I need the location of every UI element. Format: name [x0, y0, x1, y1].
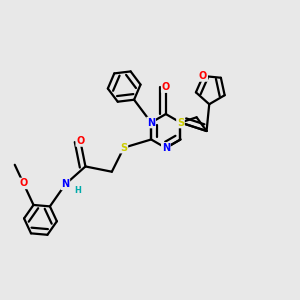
Text: H: H — [74, 185, 81, 194]
Text: S: S — [120, 143, 128, 153]
Text: O: O — [19, 178, 28, 188]
Text: S: S — [177, 118, 184, 128]
Text: N: N — [147, 118, 155, 128]
Text: N: N — [162, 143, 170, 153]
Text: N: N — [61, 179, 69, 189]
Text: O: O — [162, 82, 170, 92]
Text: O: O — [199, 71, 207, 81]
Text: O: O — [76, 136, 85, 146]
